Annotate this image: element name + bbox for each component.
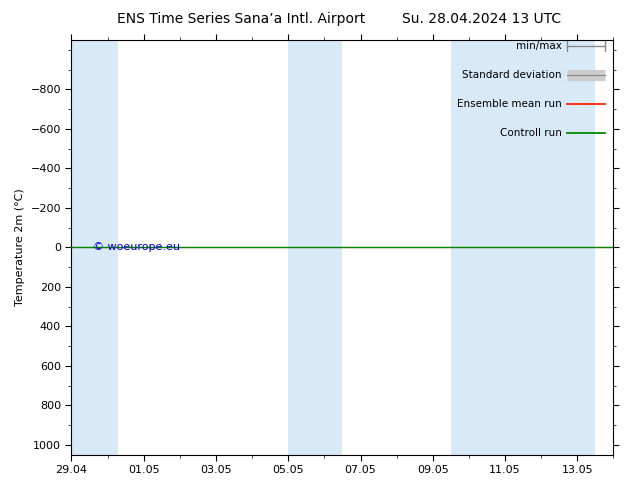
- Text: Standard deviation: Standard deviation: [462, 71, 562, 80]
- Text: Ensemble mean run: Ensemble mean run: [457, 99, 562, 109]
- Bar: [288, 40, 342, 455]
- Text: Su. 28.04.2024 13 UTC: Su. 28.04.2024 13 UTC: [403, 12, 561, 26]
- Bar: [451, 40, 595, 455]
- Text: min/max: min/max: [516, 41, 562, 51]
- Bar: [72, 40, 119, 455]
- Text: © woeurope.eu: © woeurope.eu: [93, 243, 180, 252]
- Text: Controll run: Controll run: [500, 128, 562, 138]
- Text: ENS Time Series Sana’a Intl. Airport: ENS Time Series Sana’a Intl. Airport: [117, 12, 365, 26]
- Y-axis label: Temperature 2m (°C): Temperature 2m (°C): [15, 189, 25, 306]
